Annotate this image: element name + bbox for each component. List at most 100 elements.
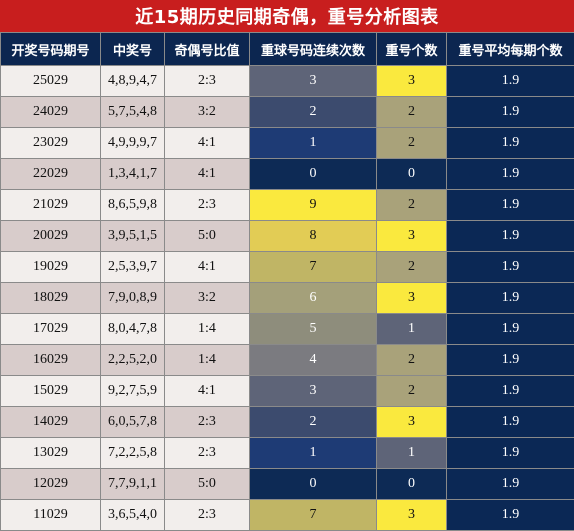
cell-avg: 1.9 (447, 438, 574, 469)
cell-repeat: 2 (377, 97, 447, 128)
cell-streak: 1 (250, 438, 377, 469)
cell-numbers: 6,0,5,7,8 (101, 407, 165, 438)
cell-numbers: 2,5,3,9,7 (101, 252, 165, 283)
cell-ratio: 4:1 (165, 159, 250, 190)
cell-repeat: 0 (377, 159, 447, 190)
cell-avg: 1.9 (447, 376, 574, 407)
header-numbers: 中奖号 (101, 33, 165, 66)
cell-avg: 1.9 (447, 469, 574, 500)
cell-repeat: 2 (377, 252, 447, 283)
cell-ratio: 5:0 (165, 221, 250, 252)
cell-repeat: 3 (377, 407, 447, 438)
cell-issue: 22029 (1, 159, 101, 190)
header-row: 开奖号码期号 中奖号 奇偶号比值 重球号码连续次数 重号个数 重号平均每期个数 (1, 33, 574, 66)
cell-avg: 1.9 (447, 221, 574, 252)
cell-streak: 0 (250, 469, 377, 500)
cell-ratio: 5:0 (165, 469, 250, 500)
cell-ratio: 3:2 (165, 97, 250, 128)
cell-issue: 16029 (1, 345, 101, 376)
cell-ratio: 1:4 (165, 314, 250, 345)
cell-repeat: 2 (377, 128, 447, 159)
cell-numbers: 7,2,2,5,8 (101, 438, 165, 469)
cell-issue: 17029 (1, 314, 101, 345)
cell-streak: 4 (250, 345, 377, 376)
cell-numbers: 5,7,5,4,8 (101, 97, 165, 128)
cell-numbers: 7,7,9,1,1 (101, 469, 165, 500)
cell-ratio: 2:3 (165, 500, 250, 531)
cell-repeat: 0 (377, 469, 447, 500)
cell-issue: 12029 (1, 469, 101, 500)
cell-repeat: 2 (377, 190, 447, 221)
header-ratio: 奇偶号比值 (165, 33, 250, 66)
cell-numbers: 9,2,7,5,9 (101, 376, 165, 407)
header-avg: 重号平均每期个数 (447, 33, 574, 66)
cell-avg: 1.9 (447, 283, 574, 314)
cell-repeat: 1 (377, 438, 447, 469)
cell-issue: 14029 (1, 407, 101, 438)
header-repeat: 重号个数 (377, 33, 447, 66)
cell-issue: 15029 (1, 376, 101, 407)
cell-ratio: 2:3 (165, 66, 250, 97)
cell-ratio: 2:3 (165, 407, 250, 438)
cell-streak: 3 (250, 66, 377, 97)
cell-avg: 1.9 (447, 252, 574, 283)
data-table: 开奖号码期号 中奖号 奇偶号比值 重球号码连续次数 重号个数 重号平均每期个数 … (0, 32, 574, 531)
chart-title: 近15期历史同期奇偶，重号分析图表 (0, 0, 574, 32)
cell-avg: 1.9 (447, 128, 574, 159)
header-issue: 开奖号码期号 (1, 33, 101, 66)
cell-avg: 1.9 (447, 190, 574, 221)
cell-streak: 9 (250, 190, 377, 221)
cell-numbers: 4,8,9,4,7 (101, 66, 165, 97)
cell-numbers: 3,9,5,1,5 (101, 221, 165, 252)
cell-repeat: 2 (377, 376, 447, 407)
cell-issue: 24029 (1, 97, 101, 128)
cell-ratio: 3:2 (165, 283, 250, 314)
cell-streak: 7 (250, 500, 377, 531)
cell-repeat: 3 (377, 221, 447, 252)
cell-avg: 1.9 (447, 500, 574, 531)
cell-ratio: 4:1 (165, 128, 250, 159)
cell-streak: 2 (250, 407, 377, 438)
cell-numbers: 7,9,0,8,9 (101, 283, 165, 314)
cell-issue: 11029 (1, 500, 101, 531)
cell-numbers: 4,9,9,9,7 (101, 128, 165, 159)
cell-repeat: 3 (377, 500, 447, 531)
cell-streak: 0 (250, 159, 377, 190)
cell-ratio: 2:3 (165, 438, 250, 469)
cell-repeat: 1 (377, 314, 447, 345)
cell-streak: 8 (250, 221, 377, 252)
cell-numbers: 1,3,4,1,7 (101, 159, 165, 190)
cell-streak: 5 (250, 314, 377, 345)
cell-streak: 6 (250, 283, 377, 314)
cell-numbers: 3,6,5,4,0 (101, 500, 165, 531)
cell-ratio: 4:1 (165, 252, 250, 283)
cell-issue: 25029 (1, 66, 101, 97)
cell-avg: 1.9 (447, 407, 574, 438)
cell-streak: 2 (250, 97, 377, 128)
cell-issue: 21029 (1, 190, 101, 221)
cell-avg: 1.9 (447, 345, 574, 376)
cell-streak: 7 (250, 252, 377, 283)
cell-numbers: 2,2,5,2,0 (101, 345, 165, 376)
cell-issue: 13029 (1, 438, 101, 469)
cell-repeat: 2 (377, 345, 447, 376)
cell-repeat: 3 (377, 283, 447, 314)
cell-issue: 20029 (1, 221, 101, 252)
cell-streak: 1 (250, 128, 377, 159)
cell-numbers: 8,6,5,9,8 (101, 190, 165, 221)
cell-avg: 1.9 (447, 314, 574, 345)
cell-issue: 19029 (1, 252, 101, 283)
cell-issue: 23029 (1, 128, 101, 159)
